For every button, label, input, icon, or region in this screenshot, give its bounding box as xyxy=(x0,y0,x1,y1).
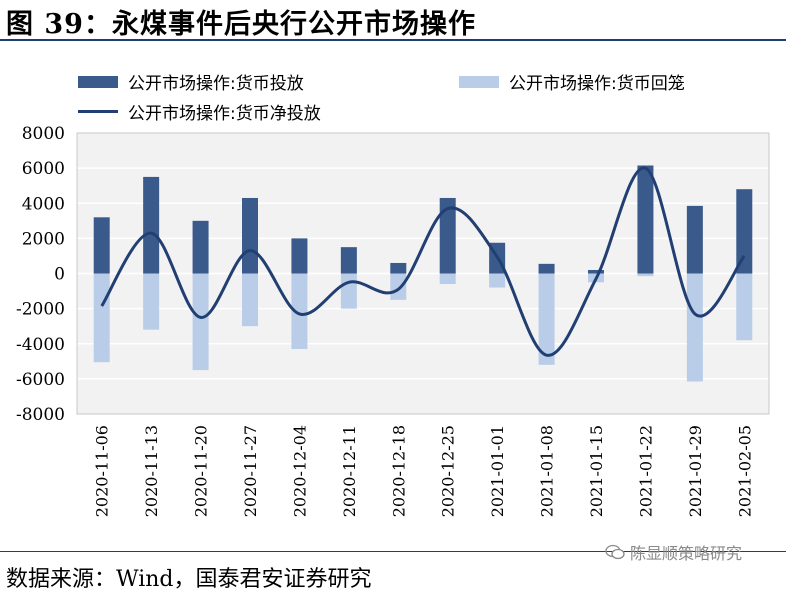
bar-withdrawal xyxy=(687,274,703,382)
bar-injection xyxy=(341,247,357,273)
bar-withdrawal xyxy=(242,274,258,327)
x-tick-label: 2021-01-22 xyxy=(636,425,655,517)
bar-injection xyxy=(291,238,307,273)
y-tick-label: 6000 xyxy=(22,159,65,179)
bar-withdrawal xyxy=(94,274,110,363)
y-tick-label: 8000 xyxy=(22,124,65,144)
y-tick-label: 2000 xyxy=(22,229,65,249)
bar-withdrawal xyxy=(193,274,209,371)
bar-withdrawal xyxy=(736,274,752,341)
x-tick-label: 2020-12-11 xyxy=(340,425,359,517)
x-tick-label: 2020-12-25 xyxy=(439,425,458,517)
x-tick-label: 2021-01-08 xyxy=(538,425,557,517)
watermark-text: 陈显顺策略研究 xyxy=(630,540,742,564)
y-tick-label: -2000 xyxy=(16,300,65,320)
y-tick-label: 4000 xyxy=(22,194,65,214)
bar-injection xyxy=(687,206,703,274)
x-tick-label: 2020-12-18 xyxy=(389,425,408,517)
x-tick-label: 2020-11-13 xyxy=(142,425,161,517)
bar-withdrawal xyxy=(143,274,159,330)
bar-injection xyxy=(736,189,752,273)
bar-injection xyxy=(637,165,653,273)
y-tick-label: -6000 xyxy=(16,370,65,390)
source-note: 数据来源：Wind，国泰君安证券研究 xyxy=(6,561,372,593)
bar-injection xyxy=(539,264,555,274)
y-tick-label: 0 xyxy=(54,265,65,285)
bar-withdrawal xyxy=(489,274,505,288)
bar-withdrawal xyxy=(390,274,406,300)
bar-injection xyxy=(588,270,604,274)
bar-withdrawal xyxy=(341,274,357,309)
wechat-icon xyxy=(605,544,625,560)
x-tick-label: 2021-01-29 xyxy=(686,425,705,517)
chart-svg: 8000 6000 4000 2000 0 -2000 -4000 -6000 -8000 202… xyxy=(0,0,786,540)
y-tick-label: -4000 xyxy=(16,335,65,355)
bar-injection xyxy=(143,177,159,274)
x-tick-label: 2020-11-27 xyxy=(241,425,260,517)
bar-injection xyxy=(94,217,110,273)
bar-injection xyxy=(242,198,258,274)
x-tick-label: 2021-01-15 xyxy=(587,425,606,517)
x-tick-label: 2021-02-05 xyxy=(735,425,754,517)
bar-injection xyxy=(390,263,406,274)
bar-withdrawal xyxy=(440,274,456,285)
x-tick-label: 2021-01-01 xyxy=(488,425,507,517)
y-tick-label: -8000 xyxy=(16,405,65,425)
x-tick-label: 2020-11-06 xyxy=(93,425,112,517)
x-tick-label: 2020-12-04 xyxy=(290,425,309,517)
x-tick-label: 2020-11-20 xyxy=(192,425,211,517)
bar-injection xyxy=(193,221,209,274)
watermark: 陈显顺策略研究 xyxy=(605,540,742,564)
bar-withdrawal xyxy=(637,274,653,277)
